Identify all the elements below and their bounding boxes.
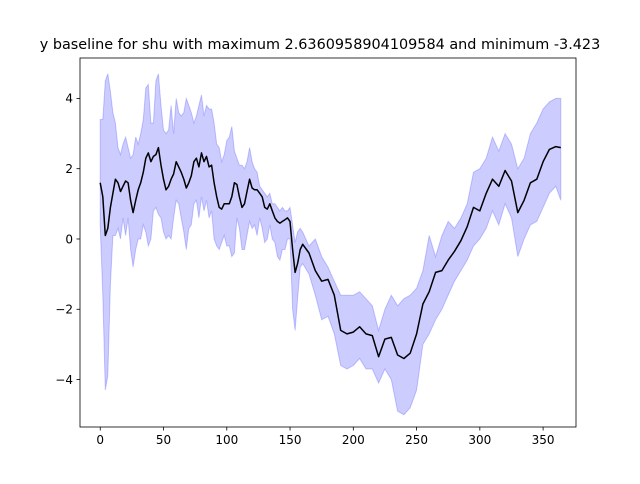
x-tick-label: 250 — [405, 433, 428, 447]
chart-title: y baseline for shu with maximum 2.636095… — [40, 37, 601, 53]
x-tick-label: 350 — [532, 433, 555, 447]
plot-area: 0 50 100 150 200 250 300 350 −4 −2 0 2 4 — [55, 57, 577, 447]
y-tick-label: −2 — [55, 303, 73, 317]
x-tick-label: 100 — [215, 433, 238, 447]
x-tick-label: 150 — [279, 433, 302, 447]
series-line-0 — [99, 145, 561, 360]
y-tick-label: 4 — [65, 92, 73, 106]
x-tick-label: 50 — [156, 433, 171, 447]
axes-frame — [79, 57, 577, 428]
x-tick-label: 300 — [468, 433, 491, 447]
y-tick-label: 0 — [65, 232, 73, 246]
y-tick-label: 2 — [65, 162, 73, 176]
x-tick-label: 200 — [342, 433, 365, 447]
y-tick-label: −4 — [55, 373, 73, 387]
x-tick-label: 0 — [96, 433, 104, 447]
confidence-band — [99, 73, 562, 416]
